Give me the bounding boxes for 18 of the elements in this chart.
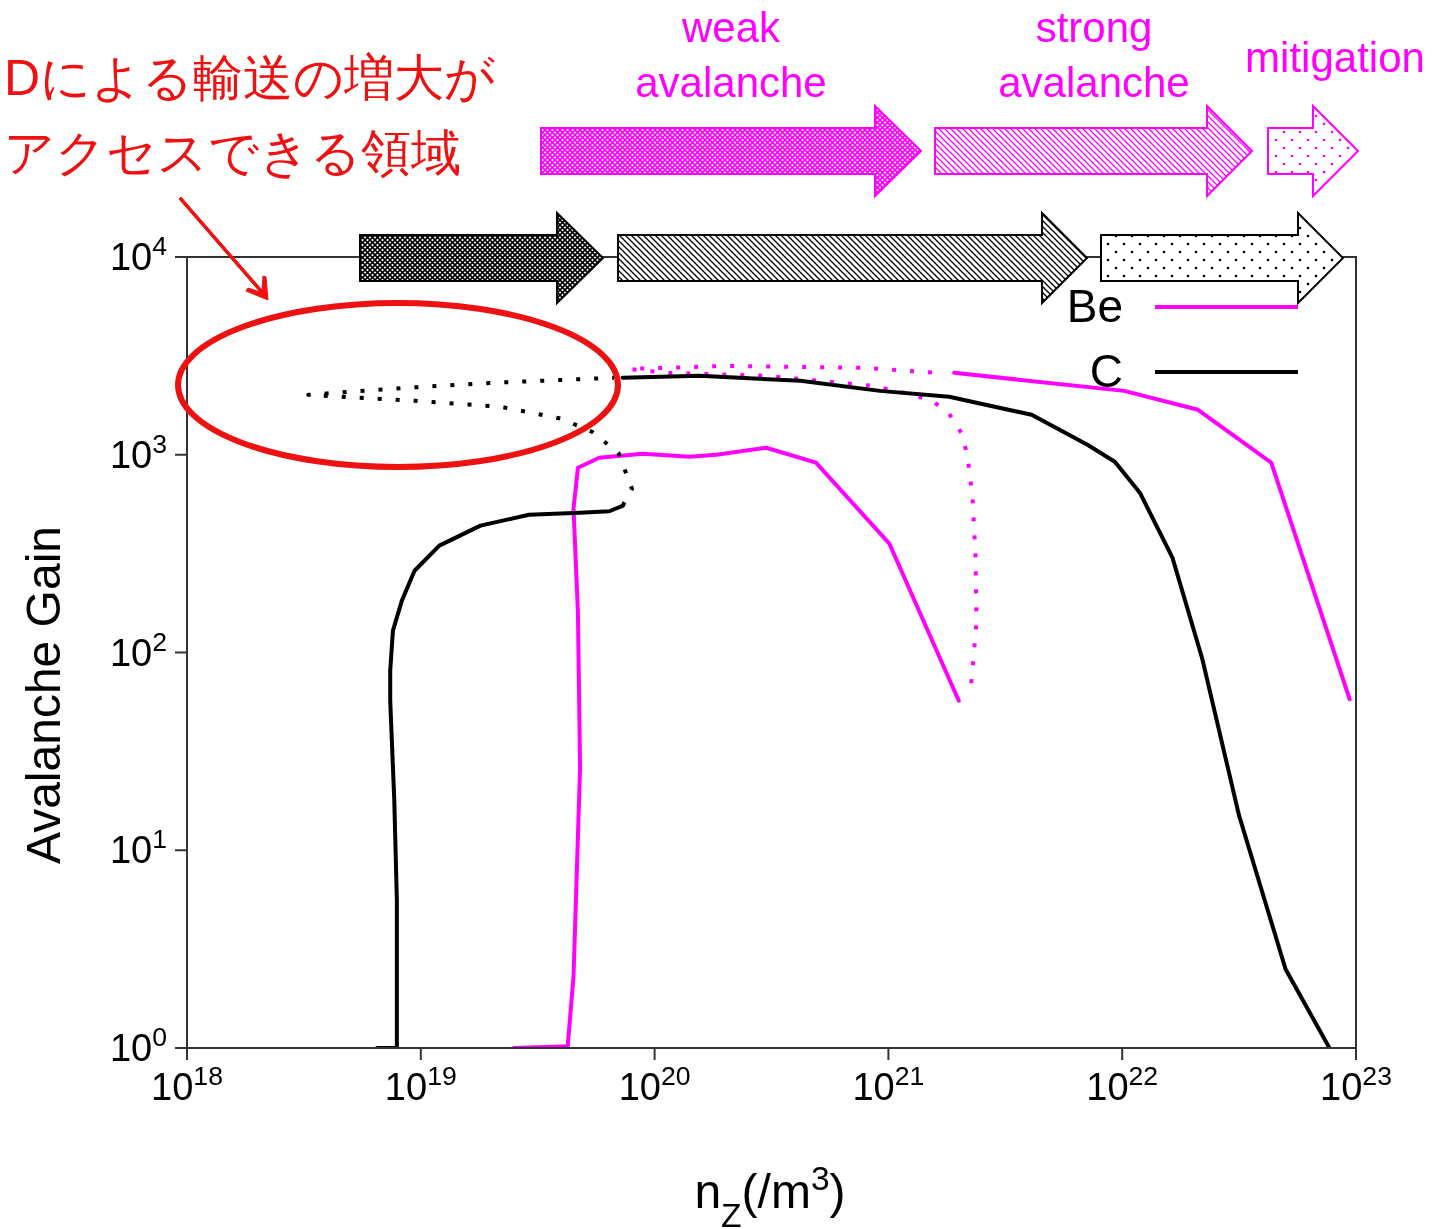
y-axis-title: Avalanche Gain [17, 525, 70, 865]
text: mitigation [1245, 34, 1425, 81]
legend-label: C [1089, 345, 1123, 397]
x-tick-label: 10$^{21}$ [852, 1061, 925, 1108]
x-tick-label: 10$^{22}$ [1086, 1061, 1159, 1108]
y-tick-label: 10$^{2}$ [109, 626, 167, 674]
x-tick-label: 10$^{23}$ [1320, 1061, 1392, 1108]
legend-label: Be [1066, 280, 1123, 332]
text: weak avalanche [635, 4, 827, 106]
text: strong avalanche [998, 4, 1190, 106]
x-tick-label: 10$^{20}$ [618, 1061, 691, 1108]
y-tick-label: 10$^{3}$ [109, 428, 167, 476]
text: Dによる輸送の増大が [4, 50, 496, 106]
y-tick-label: 10$^{1}$ [109, 824, 167, 872]
x-axis-title: n$_{Z}$(/m$^{3}$) [694, 1159, 846, 1229]
x-tick-label: 10$^{19}$ [384, 1061, 457, 1108]
y-tick-label: 10$^{4}$ [109, 231, 168, 278]
text: アクセスできる領域 [4, 125, 461, 181]
